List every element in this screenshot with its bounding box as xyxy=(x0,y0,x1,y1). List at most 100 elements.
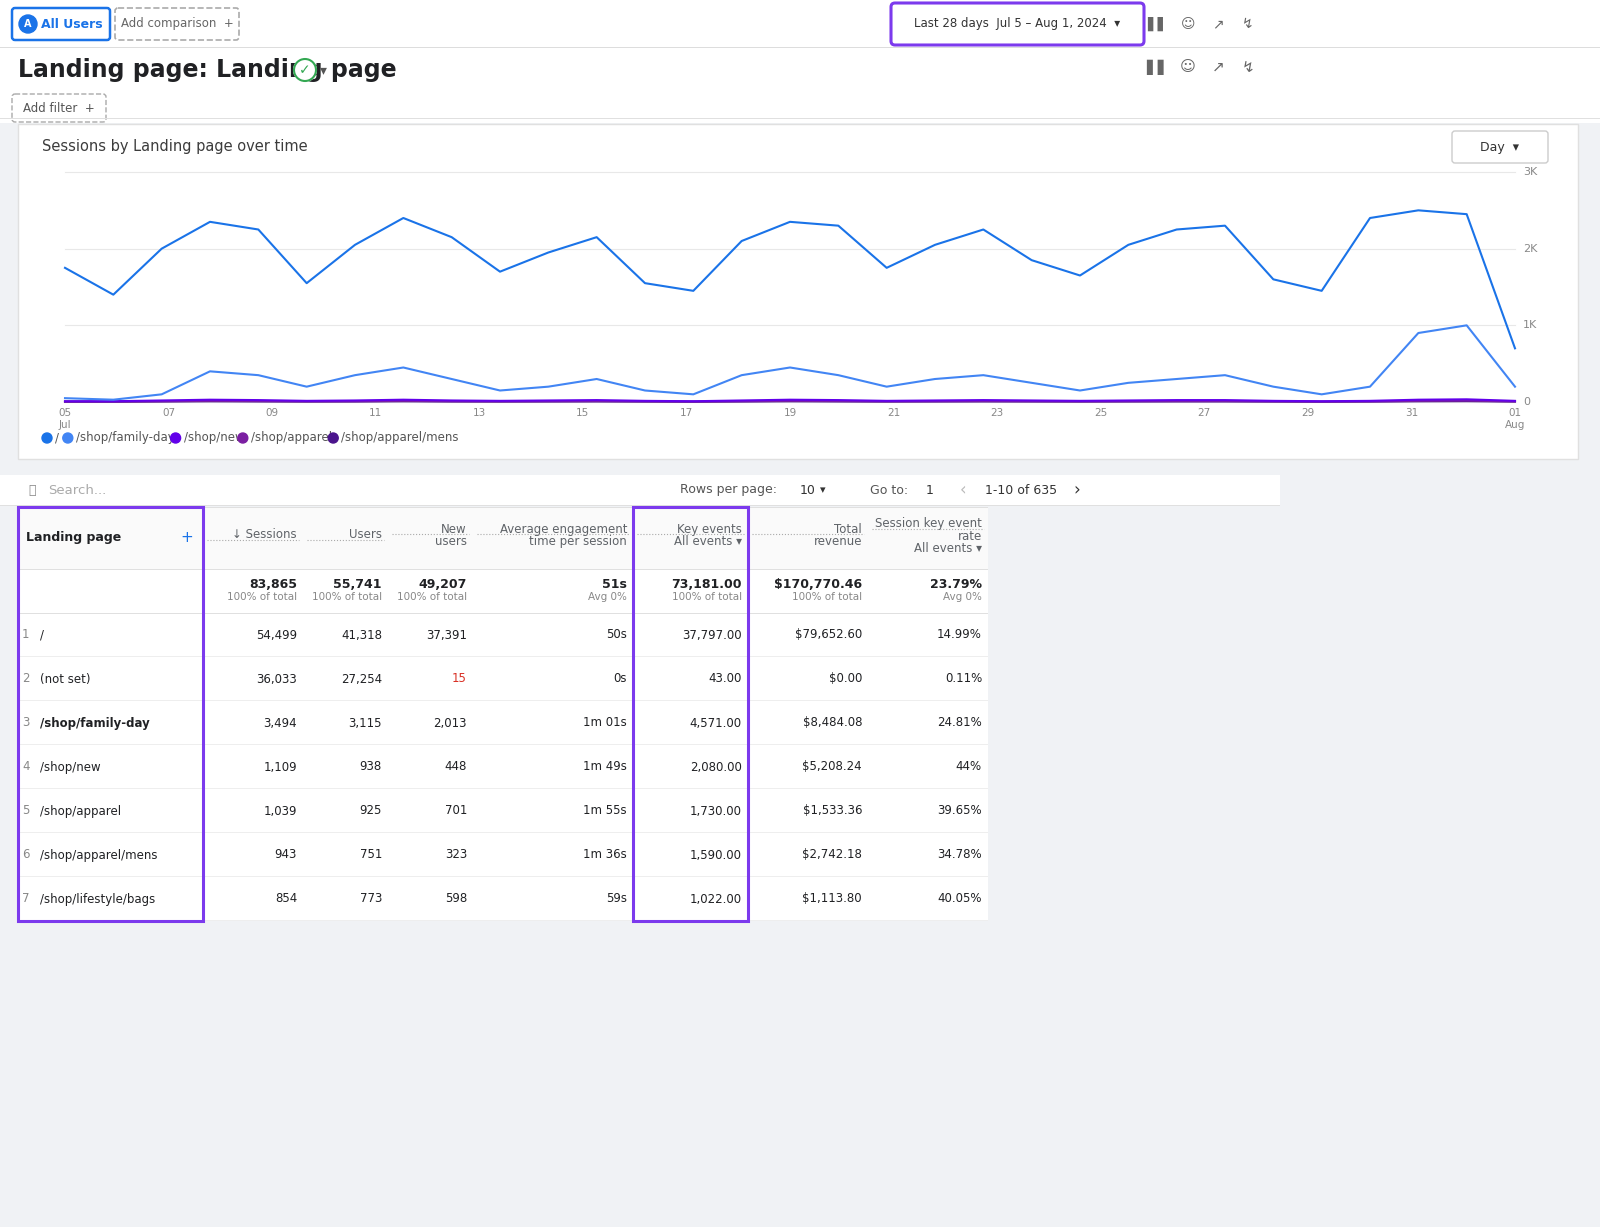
Bar xyxy=(18,507,989,569)
Text: 1,039: 1,039 xyxy=(264,805,298,817)
Text: /: / xyxy=(54,432,59,444)
Text: (not set): (not set) xyxy=(40,672,91,686)
Text: /shop/apparel: /shop/apparel xyxy=(40,805,122,817)
Text: 2: 2 xyxy=(22,672,29,686)
Text: 54,499: 54,499 xyxy=(256,628,298,642)
Text: 21: 21 xyxy=(886,409,901,418)
Text: $0.00: $0.00 xyxy=(829,672,862,686)
Text: Day  ▾: Day ▾ xyxy=(1480,141,1520,153)
Text: 1m 36s: 1m 36s xyxy=(584,849,627,861)
Text: 31: 31 xyxy=(1405,409,1418,418)
Text: 2,080.00: 2,080.00 xyxy=(690,761,742,773)
Text: $5,208.24: $5,208.24 xyxy=(802,761,862,773)
Circle shape xyxy=(328,433,338,443)
Text: 50s: 50s xyxy=(606,628,627,642)
Text: 73,181.00: 73,181.00 xyxy=(672,578,742,591)
Text: 751: 751 xyxy=(360,849,382,861)
Text: 1,730.00: 1,730.00 xyxy=(690,805,742,817)
Text: 2,013: 2,013 xyxy=(434,717,467,730)
Text: 323: 323 xyxy=(445,849,467,861)
Text: ‹: ‹ xyxy=(960,481,966,499)
Text: +: + xyxy=(181,530,194,546)
Circle shape xyxy=(19,15,37,33)
Bar xyxy=(0,48,1600,93)
Bar xyxy=(18,789,989,833)
Text: All Users: All Users xyxy=(42,17,102,31)
Text: 11: 11 xyxy=(370,409,382,418)
FancyBboxPatch shape xyxy=(115,9,238,40)
Text: ↯: ↯ xyxy=(1242,59,1254,75)
Text: 943: 943 xyxy=(275,849,298,861)
Text: /shop/family-day: /shop/family-day xyxy=(40,717,150,730)
Text: ↯: ↯ xyxy=(1242,17,1254,31)
Text: 27: 27 xyxy=(1198,409,1211,418)
Text: 13: 13 xyxy=(472,409,486,418)
Text: users: users xyxy=(435,535,467,548)
Text: 39.65%: 39.65% xyxy=(938,805,982,817)
Text: 0.11%: 0.11% xyxy=(944,672,982,686)
Text: 27,254: 27,254 xyxy=(341,672,382,686)
FancyBboxPatch shape xyxy=(1453,131,1549,163)
Text: Sessions by Landing page over time: Sessions by Landing page over time xyxy=(42,139,307,153)
Text: /shop/new: /shop/new xyxy=(184,432,245,444)
Text: 6: 6 xyxy=(22,849,29,861)
Text: Key events: Key events xyxy=(677,523,742,536)
Text: $170,770.46: $170,770.46 xyxy=(774,578,862,591)
Text: 10: 10 xyxy=(800,483,816,497)
Bar xyxy=(18,833,989,877)
Text: 23.79%: 23.79% xyxy=(930,578,982,591)
Text: Go to:: Go to: xyxy=(870,483,909,497)
Text: 1: 1 xyxy=(22,628,29,642)
Text: 55,741: 55,741 xyxy=(333,578,382,591)
Text: 0s: 0s xyxy=(613,672,627,686)
Text: /shop/lifestyle/bags: /shop/lifestyle/bags xyxy=(40,892,155,906)
Text: 0: 0 xyxy=(1523,398,1530,407)
Text: Last 28 days  Jul 5 – Aug 1, 2024  ▾: Last 28 days Jul 5 – Aug 1, 2024 ▾ xyxy=(914,17,1120,31)
Text: 40.05%: 40.05% xyxy=(938,892,982,906)
Text: 938: 938 xyxy=(360,761,382,773)
Text: 14.99%: 14.99% xyxy=(938,628,982,642)
Text: 100% of total: 100% of total xyxy=(312,591,382,602)
Text: ▾: ▾ xyxy=(819,485,826,494)
Text: 19: 19 xyxy=(784,409,797,418)
Text: Add filter  +: Add filter + xyxy=(22,102,94,114)
Text: Avg 0%: Avg 0% xyxy=(589,591,627,602)
Text: 29: 29 xyxy=(1301,409,1315,418)
Text: rate: rate xyxy=(958,530,982,542)
Text: 3: 3 xyxy=(22,717,29,730)
Text: Landing page: Landing page xyxy=(26,531,122,545)
Text: ☺: ☺ xyxy=(1181,59,1195,75)
Text: /shop/apparel/mens: /shop/apparel/mens xyxy=(40,849,157,861)
Text: 24.81%: 24.81% xyxy=(938,717,982,730)
FancyBboxPatch shape xyxy=(891,2,1144,45)
Text: $1,533.36: $1,533.36 xyxy=(803,805,862,817)
Text: revenue: revenue xyxy=(813,535,862,548)
Circle shape xyxy=(62,433,74,443)
Bar xyxy=(634,507,749,921)
Text: 09: 09 xyxy=(266,409,278,418)
Text: 701: 701 xyxy=(445,805,467,817)
Text: 🔍: 🔍 xyxy=(29,483,35,497)
Text: 83,865: 83,865 xyxy=(250,578,298,591)
Circle shape xyxy=(294,59,317,81)
Text: $79,652.60: $79,652.60 xyxy=(795,628,862,642)
Text: 59s: 59s xyxy=(606,892,627,906)
Text: /: / xyxy=(40,628,45,642)
Text: ›: › xyxy=(1074,481,1080,499)
Text: All events ▾: All events ▾ xyxy=(674,535,742,548)
Text: ▌▌: ▌▌ xyxy=(1147,17,1168,31)
Text: ▾: ▾ xyxy=(320,63,326,77)
Text: 100% of total: 100% of total xyxy=(792,591,862,602)
Text: ↓ Sessions: ↓ Sessions xyxy=(232,529,298,541)
Bar xyxy=(18,745,989,789)
Text: 3,115: 3,115 xyxy=(349,717,382,730)
Text: 49,207: 49,207 xyxy=(419,578,467,591)
Text: 100% of total: 100% of total xyxy=(397,591,467,602)
Bar xyxy=(18,124,1578,459)
Text: 37,391: 37,391 xyxy=(426,628,467,642)
Text: 2K: 2K xyxy=(1523,244,1538,254)
Text: 23: 23 xyxy=(990,409,1003,418)
Text: 15: 15 xyxy=(576,409,589,418)
Bar xyxy=(18,569,989,614)
Text: 44%: 44% xyxy=(955,761,982,773)
